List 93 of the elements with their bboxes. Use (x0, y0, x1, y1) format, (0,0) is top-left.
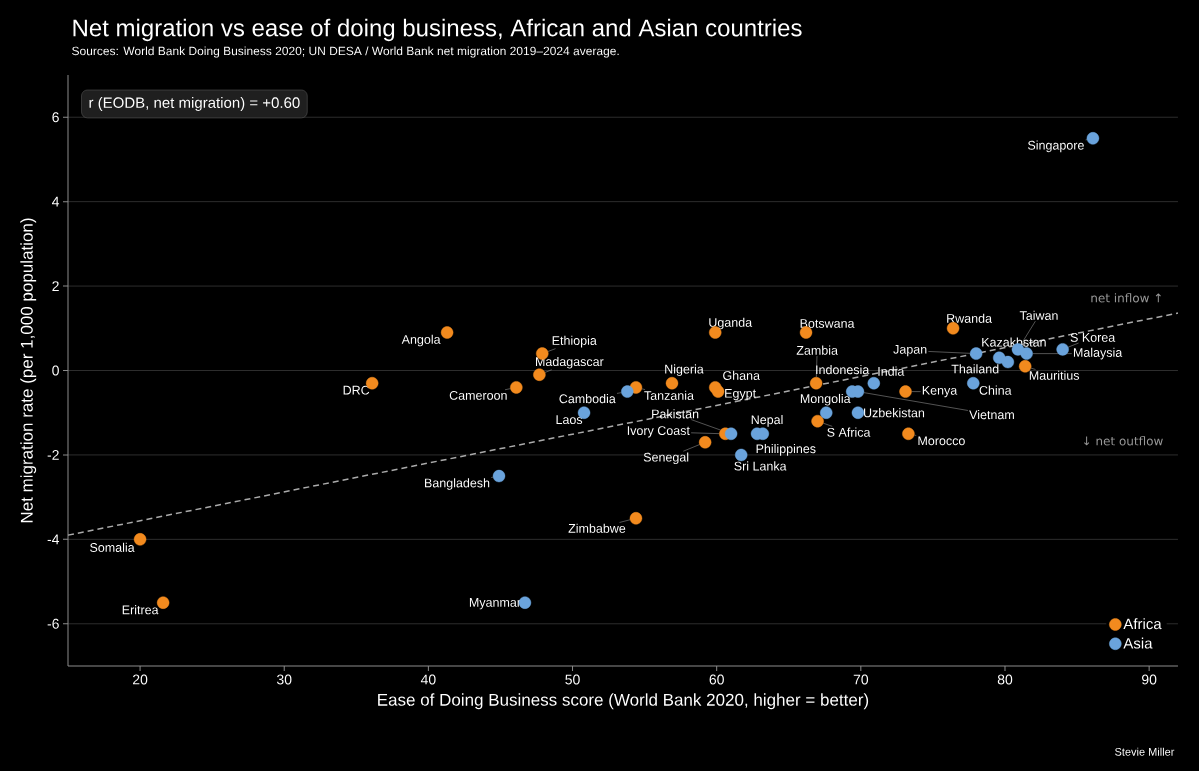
point (711, 385, 725, 398)
x-tick-label: 30 (276, 674, 292, 685)
legend-label: Asia (1123, 637, 1153, 649)
annotation: Thailand (951, 364, 999, 374)
annotation: Kenya (922, 386, 958, 398)
y-tick-label: 2 (52, 281, 59, 291)
chart-title: Net migration vs ease of doing business, African and Asian countries (73, 18, 802, 42)
y-tick-label: 0 (52, 365, 59, 376)
point (1086, 132, 1100, 145)
annotation: Indonesia (816, 365, 870, 375)
annotation: Senegal (643, 452, 689, 465)
annotation: Zambia (796, 345, 838, 355)
point (899, 385, 912, 398)
point (1056, 343, 1069, 356)
annotation: Taiwan (1019, 310, 1058, 320)
point (492, 469, 506, 483)
point (1020, 347, 1033, 360)
point (969, 347, 983, 360)
annotation: Philippines (756, 443, 816, 456)
annotation: Nepal (751, 414, 783, 427)
x-tick-label: 20 (133, 674, 148, 685)
point (820, 406, 833, 419)
point (902, 427, 915, 441)
x-tick-label: 40 (420, 674, 436, 685)
point (533, 368, 546, 381)
y-tick-label: -2 (47, 450, 59, 460)
point (734, 448, 748, 462)
annotation: Ghana (723, 370, 760, 380)
y-tick-label: 6 (52, 112, 59, 123)
annotation: Sri Lanka (734, 461, 787, 471)
point (629, 512, 643, 525)
point (809, 376, 823, 390)
annotation: Malaysia (1073, 347, 1123, 360)
x-tick-label: 70 (853, 674, 869, 685)
annotation: S Korea (1070, 332, 1116, 342)
annotation: r (EODB, net migration) = +0.60 (89, 96, 300, 111)
y-axis-title: Net migration rate (per 1,000 population) (20, 218, 37, 523)
annotation: Mongolia (800, 393, 851, 406)
point (1001, 355, 1015, 369)
point (621, 385, 634, 398)
x-tick-label: 60 (709, 674, 724, 685)
point (724, 427, 738, 441)
annotation: Mauritius (1029, 370, 1080, 380)
annotation: Egypt (725, 389, 757, 401)
point (665, 376, 679, 390)
legend-label: Africa (1123, 618, 1162, 630)
y-tick-label: -4 (47, 534, 60, 545)
annotation: Kazakhstan (982, 337, 1046, 347)
annotation: Laos (556, 415, 583, 425)
point (510, 381, 523, 394)
annotation: Eritrea (122, 605, 159, 615)
point (867, 376, 881, 390)
annotation: Japan (893, 345, 927, 357)
annotation: China (979, 385, 1012, 395)
annotation: Cambodia (559, 394, 616, 404)
y-tick-label: 4 (52, 196, 60, 207)
annotation: Nigeria (665, 364, 704, 376)
annotation: Myanmar (469, 598, 521, 610)
annotation: Uganda (709, 317, 753, 330)
annotation: Tanzania (644, 390, 694, 400)
x-axis-title: Ease of Doing Business score (World Bank 2020, higher = better) (378, 693, 869, 710)
annotation: Ethiopia (552, 335, 597, 348)
point (946, 322, 960, 335)
annotation: Rwanda (947, 313, 993, 323)
annotation: Uzbekistan (863, 408, 925, 418)
point (133, 533, 147, 546)
annotation: Bangladesh (425, 478, 490, 490)
annotation: net inflow ↑ (1091, 293, 1161, 303)
chart-subtitle: Sources: World Bank Doing Business 2020; UN DESA / World Bank net migration 2019–2024 average. (72, 46, 619, 58)
annotation: Ivory Coast (627, 426, 690, 438)
point (440, 326, 454, 339)
annotation: Madagascar (536, 356, 604, 369)
annotation: Vietnam (969, 410, 1014, 420)
y-tick-label: -6 (47, 618, 59, 629)
annotation: Zimbabwe (568, 523, 626, 533)
annotation: Botswana (800, 319, 855, 328)
annotation: Morocco (918, 436, 965, 446)
annotation: Angola (401, 334, 441, 347)
annotation: S Africa (827, 427, 871, 437)
annotation: Somalia (90, 542, 135, 552)
annotation: Singapore (1027, 140, 1084, 153)
annotation: India (878, 366, 905, 376)
annotation: Cameroon (449, 390, 507, 400)
point (698, 436, 712, 449)
annotation: DRC (343, 385, 370, 395)
annotation: ↓ net outflow (1084, 436, 1163, 446)
point (967, 376, 980, 390)
point (851, 406, 865, 419)
point (811, 414, 824, 428)
x-tick-label: 50 (565, 674, 580, 685)
x-tick-label: 90 (1142, 674, 1157, 685)
text: Stevie Miller (1115, 747, 1175, 756)
x-tick-label: 80 (997, 674, 1013, 685)
